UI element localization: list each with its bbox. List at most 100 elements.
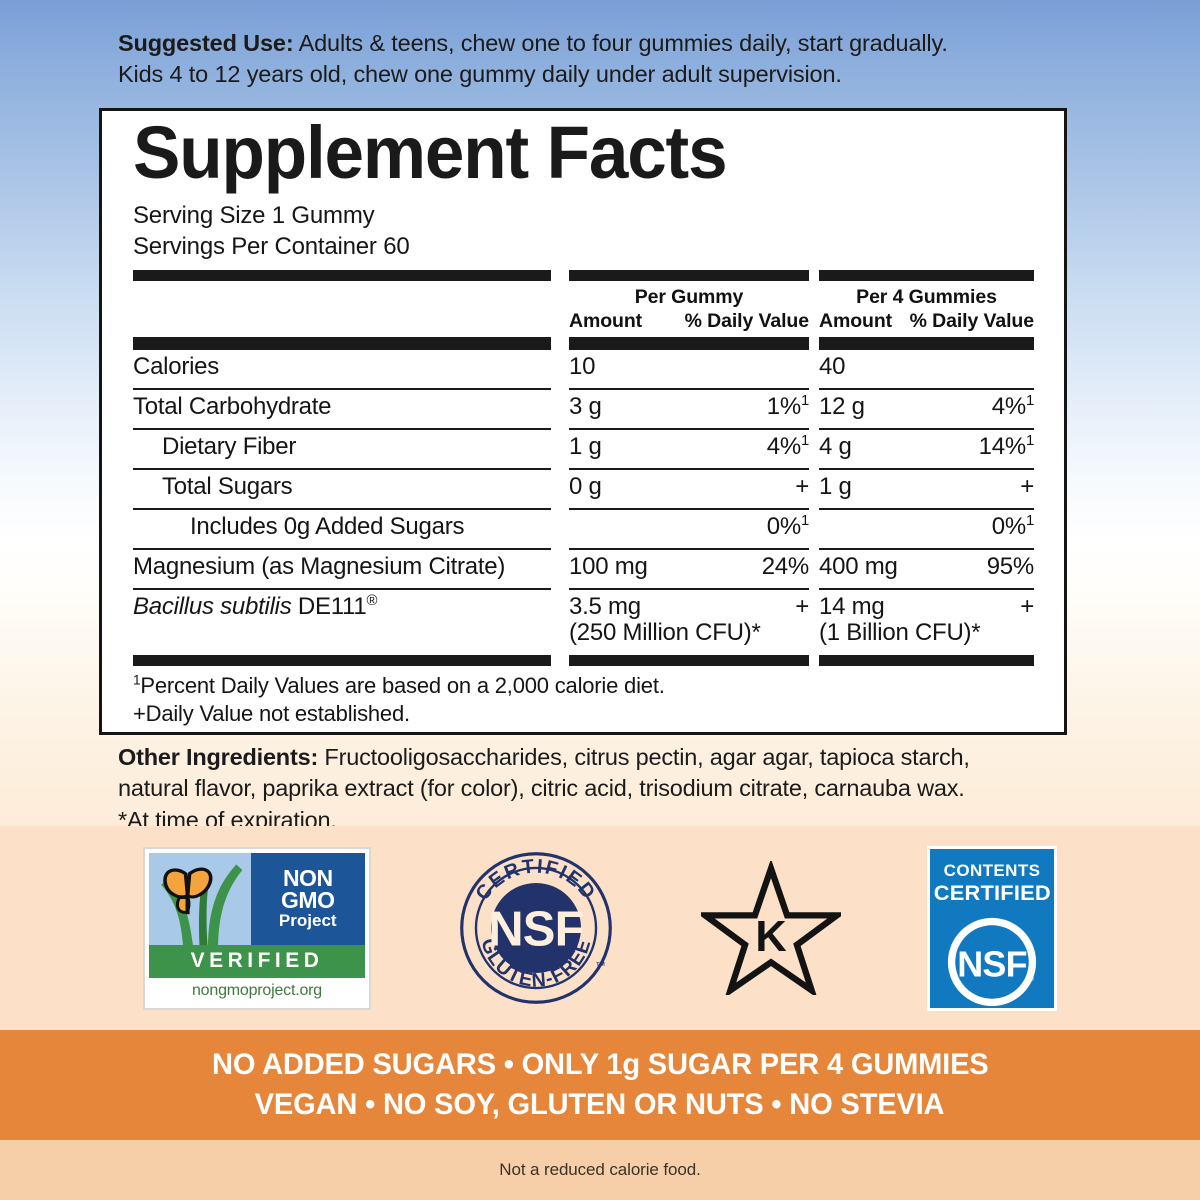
table-row: Calories 10 40 [133, 347, 1034, 388]
butterfly-grass-icon [149, 852, 251, 945]
per-4-gummies-cell: 400 mg 95% [819, 547, 1035, 588]
nsf-certified-gluten-free-badge: CERTIFIED GLUTEN-FREE NSF ™ [457, 849, 615, 1007]
servings-per-container: Servings Per Container 60 [133, 233, 410, 261]
per-gummy-cell: 0%1 [569, 507, 809, 548]
amount-value: 3 g [569, 392, 602, 420]
table-row: Total Sugars 0 g + 1 g + [133, 467, 1034, 508]
amount-value: 14 mg (1 Billion CFU)* [819, 592, 981, 646]
amount-value: 100 mg [569, 552, 648, 580]
table-row: Total Carbohydrate 3 g 1%1 12 g 4%1 [133, 387, 1034, 428]
footnote-2: +Daily Value not established. [133, 701, 410, 727]
serving-info: Serving Size 1 Gummy Servings Per Contai… [133, 200, 1034, 263]
nsf-cc-center-text: NSF [957, 943, 1026, 984]
per-gummy-cell: 3 g 1%1 [569, 387, 809, 428]
footer-note: Not a reduced calorie food. [0, 1140, 1200, 1200]
col-a-amount-label: Amount [569, 309, 643, 332]
page-title: Supplement Facts [133, 111, 728, 194]
table-row: Magnesium (as Magnesium Citrate) 100 mg 24… [133, 547, 1035, 588]
rule-thick-top [133, 269, 1034, 281]
amount-value: 1 g [819, 472, 852, 500]
other-ingredients-text: Other Ingredients: Fructooligosaccharide… [118, 742, 1108, 836]
amount-value: 400 mg [819, 552, 898, 580]
nsf-cc-mark-icon: NSF ® [943, 913, 1041, 1016]
daily-value: 14%1 [978, 432, 1035, 460]
nutrient-name: Total Carbohydrate [133, 387, 551, 428]
amount-value: 1 g [569, 432, 602, 460]
nutrient-name: Magnesium (as Magnesium Citrate) [133, 547, 551, 588]
footnote-1: Percent Daily Values are based on a 2,00… [140, 672, 665, 698]
col-b-title: Per 4 Gummies [856, 285, 997, 308]
non-gmo-project-verified-badge: NON GMO Project VERIFIED nongmoproject.o… [143, 846, 371, 1010]
daily-value: 4%1 [991, 392, 1034, 420]
daily-value: 4%1 [766, 432, 809, 460]
daily-value: 24% [761, 552, 810, 580]
kosher-letter: K [755, 913, 786, 961]
col-b-amount-label: Amount [819, 309, 893, 332]
nutrient-name: Total Sugars [133, 467, 551, 508]
non-gmo-line1: NON [282, 865, 333, 892]
per-4-gummies-cell: 40 [819, 347, 1034, 388]
nutrient-name: Calories [133, 347, 551, 388]
daily-value: + [795, 592, 809, 620]
col-a-dv-label: % Daily Value [684, 309, 810, 332]
banner-line1: NO ADDED SUGARS • ONLY 1g SUGAR PER 4 GU… [211, 1048, 989, 1082]
banner-line2: VEGAN • NO SOY, GLUTEN OR NUTS • NO STEV… [255, 1088, 945, 1121]
claims-banner: NO ADDED SUGARS • ONLY 1g SUGAR PER 4 GU… [0, 1030, 1200, 1140]
amount-value: 4 g [819, 432, 852, 460]
daily-value: 95% [986, 552, 1035, 580]
col-a-title: Per Gummy [634, 285, 744, 308]
amount-value: 3.5 mg (250 Million CFU)* [569, 592, 761, 646]
per-4-gummies-cell: 14 mg (1 Billion CFU)* + [819, 587, 1034, 651]
per-gummy-cell: 3.5 mg (250 Million CFU)* + [569, 587, 809, 651]
table-row: Bacillus subtilis DE111® 3.5 mg (250 Milli… [133, 587, 1034, 651]
table-row: Dietary Fiber 1 g 4%1 4 g 14%1 [133, 427, 1035, 468]
rule-thick-header-bottom [133, 336, 1034, 348]
svg-text:®: ® [1027, 973, 1034, 983]
nutrient-name: Includes 0g Added Sugars [133, 507, 551, 548]
non-gmo-line2: GMO [281, 886, 335, 913]
nutrient-name: Dietary Fiber [133, 427, 551, 468]
non-gmo-line3: Project [278, 910, 337, 930]
per-4-gummies-cell: 12 g 4%1 [819, 387, 1034, 428]
amount-value: 0 g [569, 472, 602, 500]
nutrient-name: Bacillus subtilis DE111® [133, 587, 551, 651]
suggested-use-label: Suggested Use: [118, 30, 294, 56]
kosher-star-k-badge: K [695, 858, 847, 999]
footer-text: Not a reduced calorie food. [499, 1160, 701, 1179]
nsf-contents-certified-badge: CONTENTS CERTIFIED NSF ® [927, 845, 1057, 1011]
daily-value: 0%1 [991, 512, 1034, 540]
amount-value: 12 g [819, 392, 865, 420]
table-row: Includes 0g Added Sugars 0%1 0%1 [133, 507, 1034, 548]
nutrient-rows: Calories 10 40 Total Carbohydrate 3 g 1%1 12 g… [133, 347, 1035, 651]
nsf-cc-line2: CERTIFIED [933, 881, 1051, 905]
daily-value: 0%1 [766, 512, 809, 540]
per-gummy-cell: 10 [569, 347, 809, 388]
per-gummy-cell: 100 mg 24% [569, 547, 810, 588]
certification-badge-band: NON GMO Project VERIFIED nongmoproject.o… [0, 826, 1200, 1030]
non-gmo-url: nongmoproject.org [191, 981, 322, 999]
daily-value: + [1020, 472, 1034, 500]
per-gummy-cell: 1 g 4%1 [569, 427, 809, 468]
per-4-gummies-cell: 1 g + [819, 467, 1034, 508]
supplement-facts-panel: Supplement Facts Serving Size 1 Gummy Se… [99, 108, 1067, 735]
per-gummy-cell: 0 g + [569, 467, 809, 508]
daily-value: 1%1 [766, 392, 809, 420]
serving-size: Serving Size 1 Gummy [133, 201, 375, 229]
suggested-use-text: Suggested Use: Adults & teens, chew one … [118, 28, 1103, 91]
suggested-use-line1: Adults & teens, chew one to four gummies… [293, 30, 948, 56]
other-ingredients-line1: Fructooligosaccharides, citrus pectin, a… [318, 744, 970, 770]
suggested-use-line2: Kids 4 to 12 years old, chew one gummy d… [118, 61, 842, 88]
col-b-dv-label: % Daily Value [909, 309, 1035, 332]
other-ingredients-line2: natural flavor, paprika extract (for col… [118, 775, 965, 802]
per-4-gummies-cell: 0%1 [819, 507, 1034, 548]
amount-value: 40 [819, 352, 846, 380]
footnotes: 1Percent Daily Values are based on a 2,0… [133, 666, 1034, 729]
non-gmo-verified-bar: VERIFIED [149, 944, 365, 978]
other-ingredients-label: Other Ingredients: [118, 744, 319, 770]
daily-value: + [1020, 592, 1034, 620]
amount-value: 10 [569, 352, 596, 380]
footnote-1-marker: 1 [133, 672, 141, 688]
nsf-gf-center-text: NSF [488, 902, 584, 956]
nsf-cc-line1: CONTENTS [943, 860, 1041, 880]
